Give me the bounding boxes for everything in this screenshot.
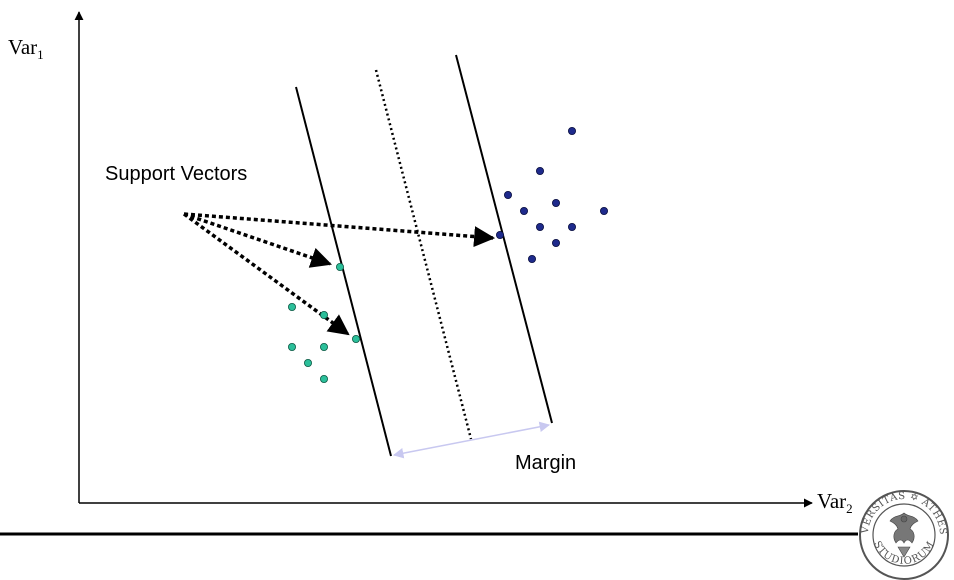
margin-arrow xyxy=(392,421,551,459)
class-b-point xyxy=(319,342,328,351)
class-a-point xyxy=(552,238,561,247)
class-a-point xyxy=(536,166,545,175)
support-vectors-label: Support Vectors xyxy=(105,163,248,185)
x-axis-label: Var2 xyxy=(817,489,853,517)
class-a-points xyxy=(495,127,609,263)
margin-boundary-right xyxy=(455,54,553,424)
class-a-point xyxy=(568,222,577,231)
class-b-point xyxy=(303,358,312,367)
margin-label: Margin xyxy=(515,452,577,474)
class-b-point xyxy=(319,310,328,319)
class-a-support-vector xyxy=(495,230,504,239)
y-axis-label-subscript: 1 xyxy=(37,47,44,62)
class-a-point xyxy=(552,198,561,207)
class-a-point xyxy=(503,190,512,199)
decision-hyperplane xyxy=(374,69,473,440)
x-axis-label-subscript: 2 xyxy=(846,501,853,516)
y-axis-label: Var1 xyxy=(8,35,44,63)
class-a-point xyxy=(528,254,537,263)
margin-boundary-left xyxy=(295,86,392,457)
class-a-point xyxy=(600,206,609,215)
class-b-support-vector xyxy=(335,262,344,271)
sv-arrow-upper xyxy=(183,212,332,268)
class-b-points xyxy=(287,262,360,383)
support-vector-arrows xyxy=(182,212,496,336)
class-a-point xyxy=(536,222,545,231)
class-b-support-vector xyxy=(351,334,360,343)
class-b-point xyxy=(287,342,296,351)
university-seal-logo: UNIVERSITAS ✡ ATHESINA STUDIORUM xyxy=(854,485,949,580)
class-a-point xyxy=(520,206,529,215)
class-a-point xyxy=(568,127,577,136)
sv-arrow-right-class xyxy=(183,212,496,248)
class-b-point xyxy=(287,302,296,311)
x-axis-label-text: Var xyxy=(817,489,847,513)
y-axis-label-text: Var xyxy=(8,35,38,59)
class-b-point xyxy=(319,374,328,383)
